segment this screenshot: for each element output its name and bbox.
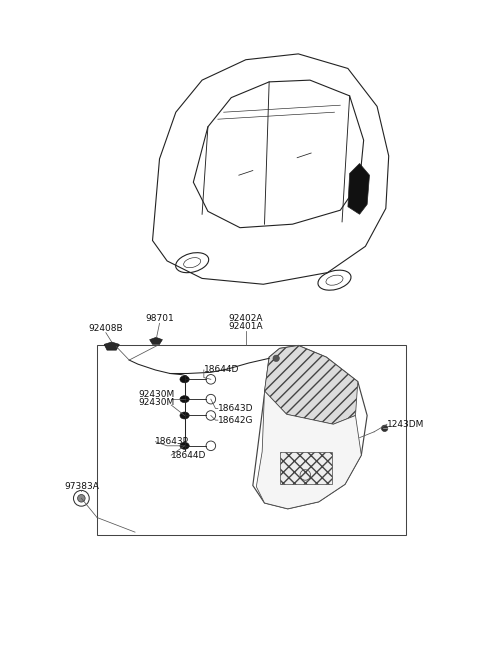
Text: 18644D: 18644D (204, 365, 239, 375)
Text: 92402A: 92402A (228, 314, 263, 323)
Text: 97383A: 97383A (64, 482, 99, 491)
Text: 18643D: 18643D (218, 404, 253, 413)
Text: 92408B: 92408B (88, 323, 123, 333)
Ellipse shape (180, 442, 189, 449)
Polygon shape (348, 163, 370, 215)
Text: 1243DM: 1243DM (387, 420, 424, 429)
Polygon shape (256, 391, 361, 509)
Ellipse shape (180, 396, 189, 403)
Ellipse shape (180, 376, 189, 383)
Text: 18644D: 18644D (171, 451, 206, 460)
Bar (97, 346, 406, 535)
Text: 92430M: 92430M (138, 398, 174, 407)
Ellipse shape (180, 412, 189, 419)
Text: 18643P: 18643P (156, 438, 190, 446)
Text: 92430M: 92430M (138, 390, 174, 399)
Text: 98701: 98701 (145, 314, 174, 323)
Circle shape (273, 355, 279, 361)
Circle shape (382, 425, 388, 432)
Text: 18642G: 18642G (218, 416, 253, 424)
Text: 92401A: 92401A (228, 322, 263, 331)
Polygon shape (150, 337, 162, 344)
Bar (280, 452, 332, 484)
Polygon shape (104, 342, 119, 350)
Polygon shape (264, 346, 358, 424)
Circle shape (78, 495, 85, 502)
